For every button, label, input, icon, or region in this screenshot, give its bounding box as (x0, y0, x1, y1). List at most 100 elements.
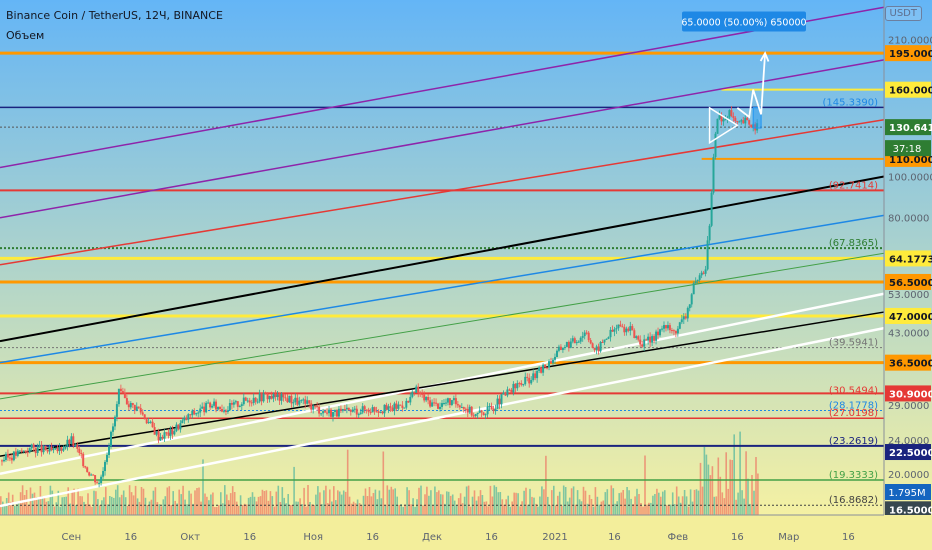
candle-body (284, 397, 287, 399)
volume-bar (45, 501, 48, 515)
candle-body (280, 393, 283, 401)
volume-bar (59, 506, 62, 515)
volume-bar (453, 500, 456, 515)
volume-bar (741, 490, 743, 515)
volume-bar (671, 492, 674, 515)
volume-bar (51, 490, 54, 515)
volume-bar (497, 492, 500, 515)
candle-body (488, 406, 491, 407)
volume-bar (146, 505, 149, 515)
candle-body (559, 346, 562, 350)
candle-body (480, 410, 483, 413)
candle-body (452, 398, 455, 401)
candle-body (389, 406, 392, 408)
volume-bar (241, 505, 244, 515)
candle-body (548, 361, 550, 368)
volume-bar (527, 504, 529, 515)
volume-bar (549, 505, 551, 515)
candle-body (692, 283, 695, 295)
horizontal-levels (0, 51, 884, 506)
volume-bar (525, 487, 527, 515)
candle-body (181, 420, 184, 423)
candle-body (579, 337, 582, 342)
volume-bar (249, 496, 252, 515)
volume-bar (77, 488, 79, 515)
volume-bar (614, 503, 616, 515)
price-badge (885, 250, 931, 267)
candle-body (645, 339, 648, 341)
volume-bar (442, 494, 444, 515)
candle-body (407, 400, 410, 403)
level-annotation: (39.5941) (829, 338, 878, 349)
candle-body (510, 389, 513, 393)
candle-body (557, 346, 560, 351)
candle-body (189, 414, 192, 416)
x-tick-label: Окт (180, 532, 200, 543)
volume-bar (568, 497, 571, 515)
volume-bar (471, 496, 474, 515)
candle-body (659, 329, 661, 336)
volume-bar (432, 504, 434, 515)
candle-body (36, 447, 39, 453)
candle-body (252, 397, 255, 403)
candle-body (345, 407, 348, 410)
candle-body (248, 400, 251, 403)
candle-body (54, 447, 57, 449)
volume-bar (446, 491, 448, 515)
volume-bar (61, 497, 63, 515)
volume-bar (594, 487, 597, 515)
candle-body (137, 406, 140, 408)
candle-body (332, 412, 334, 417)
volume-bar (333, 486, 335, 515)
currency-badge[interactable]: USDT (884, 6, 922, 21)
volume-bar (218, 505, 220, 515)
volume-bar (408, 490, 410, 515)
candle-body (153, 427, 156, 435)
candles (1, 106, 759, 488)
volume-bar (134, 485, 137, 515)
candle-body (413, 391, 416, 393)
candle-body (306, 400, 309, 404)
candle-body (84, 466, 87, 468)
candle-body (88, 472, 91, 476)
volume-badge-label: 1.795M (888, 488, 925, 499)
volume-bar (616, 501, 618, 515)
candle-body (704, 269, 707, 274)
candle-body (421, 393, 424, 395)
volume-bar (509, 506, 511, 515)
candle-body (393, 403, 396, 411)
candle-body (498, 398, 501, 405)
volume-bar (305, 506, 307, 515)
volume-bar (89, 504, 91, 515)
volume-bar (380, 498, 383, 515)
candle-body (211, 405, 214, 408)
trend-line (0, 214, 885, 364)
projection-box (752, 106, 762, 129)
candle-body (292, 402, 295, 404)
candle-body (197, 412, 200, 414)
candle-body (115, 404, 118, 417)
candle-body (623, 327, 626, 333)
candle-body (532, 373, 535, 380)
candle-body (22, 450, 25, 452)
candle-body (667, 325, 669, 329)
candle-body (464, 408, 467, 410)
candle-body (381, 411, 384, 414)
volume-bar (255, 501, 258, 515)
volume-bar (729, 459, 731, 515)
volume-bar (654, 494, 656, 515)
volume-bar (699, 462, 702, 515)
candle-body (123, 392, 126, 399)
candle-body (437, 403, 439, 409)
volume-bar (517, 493, 519, 515)
candle-body (649, 336, 652, 343)
candle-body (387, 406, 390, 410)
candle-body (607, 337, 610, 339)
candle-body (676, 328, 679, 334)
volume-bar (25, 490, 28, 515)
volume-bar (293, 466, 295, 515)
candle-body (518, 383, 521, 385)
candle-body (46, 449, 49, 452)
candle-body (40, 445, 43, 453)
